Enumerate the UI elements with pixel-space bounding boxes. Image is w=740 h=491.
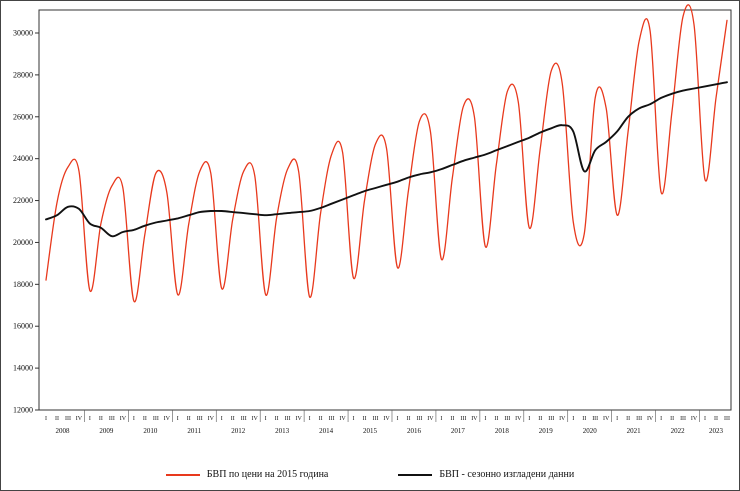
svg-text:III: III — [153, 416, 159, 422]
svg-text:2012: 2012 — [231, 427, 246, 435]
svg-text:2018: 2018 — [495, 427, 510, 435]
svg-text:I: I — [45, 416, 47, 422]
svg-text:I: I — [440, 416, 442, 422]
svg-text:2009: 2009 — [99, 427, 114, 435]
svg-text:18000: 18000 — [13, 280, 33, 289]
svg-text:I: I — [309, 416, 311, 422]
svg-text:III: III — [197, 416, 203, 422]
svg-text:I: I — [660, 416, 662, 422]
red-line-swatch — [165, 473, 200, 476]
chart-legend: БВП по цени на 2015 година БВП - сезонно… — [1, 469, 739, 480]
svg-text:2010: 2010 — [143, 427, 158, 435]
svg-text:II: II — [538, 416, 542, 422]
svg-text:III: III — [504, 416, 510, 422]
svg-text:II: II — [670, 416, 674, 422]
svg-text:IV: IV — [471, 416, 478, 422]
gdp-line-chart: 12000 14000 16000 18000 20000 22000 24000 26000… — [13, 4, 732, 435]
svg-text:2011: 2011 — [187, 427, 201, 435]
svg-text:20000: 20000 — [13, 238, 33, 247]
svg-text:II: II — [231, 416, 235, 422]
svg-text:IV: IV — [383, 416, 390, 422]
svg-text:2020: 2020 — [583, 427, 598, 435]
svg-text:IV: IV — [339, 416, 346, 422]
svg-text:IV: IV — [295, 416, 302, 422]
svg-text:III: III — [241, 416, 247, 422]
svg-text:II: II — [714, 416, 718, 422]
svg-text:I: I — [265, 416, 267, 422]
svg-text:2021: 2021 — [627, 427, 642, 435]
svg-text:IV: IV — [515, 416, 522, 422]
svg-text:II: II — [187, 416, 191, 422]
svg-text:II: II — [99, 416, 103, 422]
svg-text:IV: IV — [427, 416, 434, 422]
svg-text:IV: IV — [691, 416, 698, 422]
svg-text:II: II — [275, 416, 279, 422]
svg-text:12000: 12000 — [13, 406, 33, 415]
svg-text:I: I — [616, 416, 618, 422]
svg-text:I: I — [572, 416, 574, 422]
svg-text:I: I — [221, 416, 223, 422]
svg-text:III: III — [724, 416, 730, 422]
svg-text:III: III — [460, 416, 466, 422]
svg-text:I: I — [528, 416, 530, 422]
svg-text:30000: 30000 — [13, 29, 33, 38]
svg-text:16000: 16000 — [13, 322, 33, 331]
svg-text:III: III — [636, 416, 642, 422]
svg-text:II: II — [319, 416, 323, 422]
svg-text:I: I — [396, 416, 398, 422]
svg-text:II: II — [55, 416, 59, 422]
svg-text:II: II — [143, 416, 147, 422]
svg-text:IV: IV — [76, 416, 83, 422]
svg-text:III: III — [548, 416, 554, 422]
svg-text:III: III — [416, 416, 422, 422]
svg-text:IV: IV — [603, 416, 610, 422]
legend-item-seasonally-adjusted: БВП - сезонно изгладени данни — [398, 469, 574, 480]
svg-text:III: III — [285, 416, 291, 422]
svg-text:2016: 2016 — [407, 427, 422, 435]
legend-label-seasonally-adjusted: БВП - сезонно изгладени данни — [439, 469, 575, 480]
svg-text:IV: IV — [647, 416, 654, 422]
svg-text:II: II — [363, 416, 367, 422]
svg-text:I: I — [484, 416, 486, 422]
svg-text:II: II — [406, 416, 410, 422]
svg-text:I: I — [133, 416, 135, 422]
svg-text:II: II — [582, 416, 586, 422]
svg-text:IV: IV — [252, 416, 259, 422]
svg-text:22000: 22000 — [13, 196, 33, 205]
svg-text:IV: IV — [559, 416, 566, 422]
legend-item-current-prices: БВП по цени на 2015 година — [165, 469, 329, 480]
svg-text:I: I — [704, 416, 706, 422]
svg-text:II: II — [494, 416, 498, 422]
svg-text:III: III — [65, 416, 71, 422]
svg-text:2023: 2023 — [709, 427, 724, 435]
svg-text:2008: 2008 — [55, 427, 70, 435]
svg-text:2015: 2015 — [363, 427, 378, 435]
svg-text:26000: 26000 — [13, 112, 33, 121]
svg-text:II: II — [626, 416, 630, 422]
svg-text:III: III — [373, 416, 379, 422]
black-line-swatch — [398, 473, 433, 476]
svg-text:IV: IV — [208, 416, 215, 422]
legend-label-current-prices: БВП по цени на 2015 година — [206, 469, 329, 480]
svg-text:I: I — [177, 416, 179, 422]
svg-text:2022: 2022 — [671, 427, 686, 435]
svg-text:2013: 2013 — [275, 427, 290, 435]
svg-text:2017: 2017 — [451, 427, 466, 435]
svg-text:I: I — [353, 416, 355, 422]
svg-text:14000: 14000 — [13, 364, 33, 373]
svg-text:III: III — [109, 416, 115, 422]
svg-text:III: III — [329, 416, 335, 422]
svg-text:24000: 24000 — [13, 154, 33, 163]
svg-text:IV: IV — [164, 416, 171, 422]
svg-text:2019: 2019 — [539, 427, 554, 435]
svg-text:28000: 28000 — [13, 70, 33, 79]
svg-text:2014: 2014 — [319, 427, 334, 435]
svg-text:III: III — [592, 416, 598, 422]
svg-text:I: I — [89, 416, 91, 422]
svg-text:II: II — [450, 416, 454, 422]
svg-text:III: III — [680, 416, 686, 422]
svg-text:IV: IV — [120, 416, 127, 422]
